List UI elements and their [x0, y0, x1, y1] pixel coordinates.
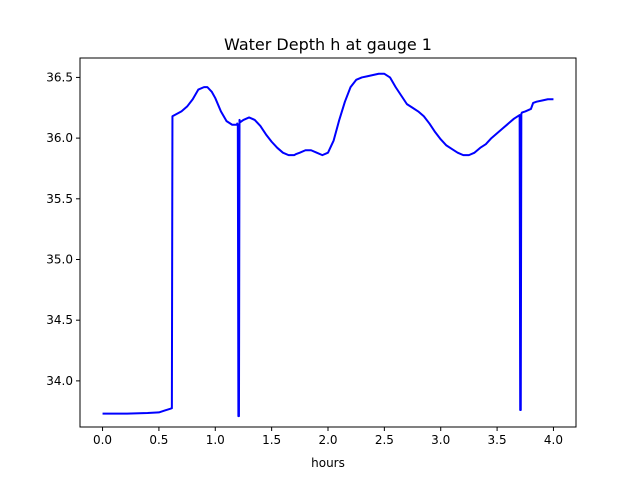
x-tick-label: 0.5 [149, 433, 168, 447]
y-tick-label: 36.5 [46, 70, 73, 84]
x-tick-label: 1.0 [206, 433, 225, 447]
y-tick-label: 34.0 [46, 374, 73, 388]
x-tick-label: 4.0 [544, 433, 563, 447]
x-tick-label: 3.5 [488, 433, 507, 447]
y-tick-label: 36.0 [46, 131, 73, 145]
series-line [102, 72, 554, 418]
y-tick-label: 34.5 [46, 313, 73, 327]
y-tick-label: 35.0 [46, 252, 73, 266]
chart-title: Water Depth h at gauge 1 [224, 35, 432, 54]
x-axis-ticks: 0.0 0.5 1.0 1.5 2.0 2.5 3.0 3.5 4.0 [93, 427, 563, 447]
x-tick-label: 1.5 [262, 433, 281, 447]
x-tick-label: 2.0 [318, 433, 337, 447]
x-tick-label: 0.0 [93, 433, 112, 447]
x-tick-label: 3.0 [431, 433, 450, 447]
x-tick-label: 2.5 [375, 433, 394, 447]
y-tick-label: 35.5 [46, 192, 73, 206]
x-axis-label: hours [311, 456, 345, 470]
y-axis-ticks: 34.0 34.5 35.0 35.5 36.0 36.5 [46, 70, 80, 388]
